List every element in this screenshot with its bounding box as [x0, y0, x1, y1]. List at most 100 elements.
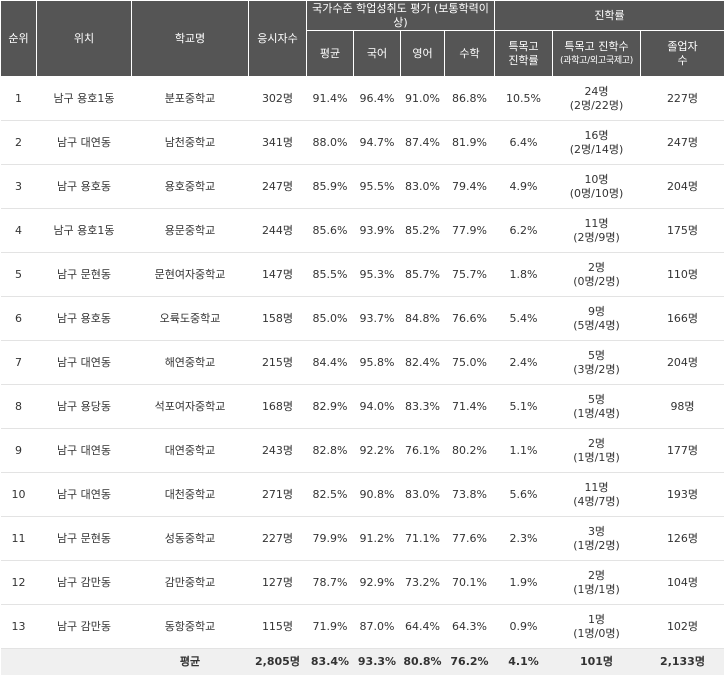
special-count-total: 1명 — [553, 613, 641, 627]
cell-english: 73.2% — [401, 561, 445, 605]
average-grads: 2,133명 — [641, 649, 724, 675]
header-school: 학교명 — [132, 1, 249, 77]
cell-examinees: 115명 — [249, 605, 307, 649]
cell-rank: 3 — [1, 165, 37, 209]
special-count-total: 2명 — [553, 569, 641, 583]
cell-korean: 95.3% — [354, 253, 401, 297]
cell-location: 남구 대연동 — [37, 341, 132, 385]
special-count-total: 2명 — [553, 261, 641, 275]
cell-school: 동항중학교 — [132, 605, 249, 649]
cell-special-count: 9명(5명/4명) — [553, 297, 641, 341]
cell-grads: 126명 — [641, 517, 724, 561]
cell-avg: 85.6% — [307, 209, 354, 253]
header-special-rate-line1: 특목고 — [495, 40, 552, 54]
cell-school: 감만중학교 — [132, 561, 249, 605]
special-count-detail: (0명/2명) — [553, 275, 641, 289]
cell-avg: 85.0% — [307, 297, 354, 341]
cell-grads: 98명 — [641, 385, 724, 429]
cell-location: 남구 대연동 — [37, 429, 132, 473]
cell-special-rate: 2.4% — [495, 341, 553, 385]
cell-special-rate: 10.5% — [495, 77, 553, 121]
special-count-detail: (5명/4명) — [553, 319, 641, 333]
cell-korean: 91.2% — [354, 517, 401, 561]
header-achievement-group: 국가수준 학업성취도 평가 (보통학력이상) — [307, 1, 495, 31]
cell-avg: 71.9% — [307, 605, 354, 649]
cell-avg: 88.0% — [307, 121, 354, 165]
cell-rank: 7 — [1, 341, 37, 385]
cell-school: 남천중학교 — [132, 121, 249, 165]
cell-rank: 9 — [1, 429, 37, 473]
cell-location: 남구 문현동 — [37, 253, 132, 297]
special-count-total: 10명 — [553, 173, 641, 187]
cell-korean: 96.4% — [354, 77, 401, 121]
cell-rank: 1 — [1, 77, 37, 121]
header-english: 영어 — [401, 31, 445, 77]
cell-avg: 82.9% — [307, 385, 354, 429]
cell-avg: 85.5% — [307, 253, 354, 297]
cell-rank: 12 — [1, 561, 37, 605]
cell-grads: 227명 — [641, 77, 724, 121]
special-count-total: 11명 — [553, 217, 641, 231]
cell-avg: 84.4% — [307, 341, 354, 385]
cell-math: 64.3% — [445, 605, 495, 649]
cell-examinees: 302명 — [249, 77, 307, 121]
cell-korean: 95.5% — [354, 165, 401, 209]
cell-math: 79.4% — [445, 165, 495, 209]
cell-math: 77.6% — [445, 517, 495, 561]
cell-rank: 10 — [1, 473, 37, 517]
cell-avg: 91.4% — [307, 77, 354, 121]
special-count-total: 11명 — [553, 481, 641, 495]
cell-school: 해연중학교 — [132, 341, 249, 385]
cell-location: 남구 문현동 — [37, 517, 132, 561]
cell-special-count: 2명(1명/1명) — [553, 561, 641, 605]
cell-english: 83.3% — [401, 385, 445, 429]
cell-examinees: 127명 — [249, 561, 307, 605]
cell-rank: 2 — [1, 121, 37, 165]
cell-math: 76.6% — [445, 297, 495, 341]
header-avg: 평균 — [307, 31, 354, 77]
cell-school: 대천중학교 — [132, 473, 249, 517]
cell-avg: 82.5% — [307, 473, 354, 517]
special-count-detail: (1명/1명) — [553, 451, 641, 465]
header-advancement-group: 진학률 — [495, 1, 724, 31]
average-special-rate: 4.1% — [495, 649, 553, 675]
cell-math: 73.8% — [445, 473, 495, 517]
cell-english: 76.1% — [401, 429, 445, 473]
average-math: 76.2% — [445, 649, 495, 675]
cell-korean: 87.0% — [354, 605, 401, 649]
cell-grads: 110명 — [641, 253, 724, 297]
cell-math: 75.7% — [445, 253, 495, 297]
cell-special-rate: 5.6% — [495, 473, 553, 517]
average-cell-location — [37, 649, 132, 675]
cell-school: 분포중학교 — [132, 77, 249, 121]
cell-korean: 93.7% — [354, 297, 401, 341]
header-examinees: 응시자수 — [249, 1, 307, 77]
special-count-detail: (1명/4명) — [553, 407, 641, 421]
cell-special-count: 10명(0명/10명) — [553, 165, 641, 209]
cell-english: 87.4% — [401, 121, 445, 165]
cell-location: 남구 용호1동 — [37, 209, 132, 253]
cell-korean: 90.8% — [354, 473, 401, 517]
special-count-total: 5명 — [553, 349, 641, 363]
special-count-detail: (1명/2명) — [553, 539, 641, 553]
cell-location: 남구 대연동 — [37, 121, 132, 165]
average-label: 평균 — [132, 649, 249, 675]
cell-school: 성동중학교 — [132, 517, 249, 561]
cell-english: 71.1% — [401, 517, 445, 561]
special-count-total: 2명 — [553, 437, 641, 451]
cell-special-rate: 0.9% — [495, 605, 553, 649]
header-special-rate-line2: 진학률 — [495, 54, 552, 68]
cell-examinees: 215명 — [249, 341, 307, 385]
cell-special-rate: 2.3% — [495, 517, 553, 561]
cell-grads: 166명 — [641, 297, 724, 341]
cell-english: 64.4% — [401, 605, 445, 649]
cell-school: 용호중학교 — [132, 165, 249, 209]
cell-special-rate: 5.4% — [495, 297, 553, 341]
